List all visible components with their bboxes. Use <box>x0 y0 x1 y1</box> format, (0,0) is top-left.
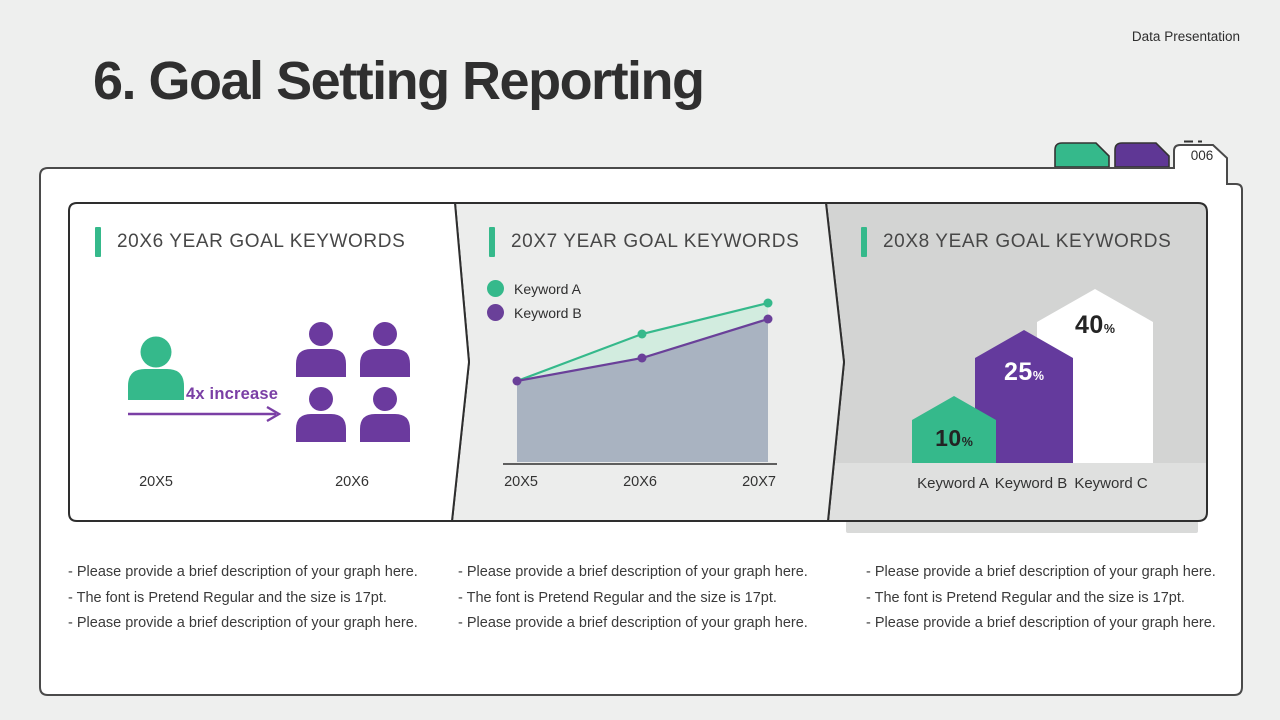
bar-label-keyword-c: Keyword C <box>1074 475 1148 492</box>
description-line: - Please provide a brief description of … <box>458 615 808 631</box>
description-line: - Please provide a brief description of … <box>458 564 808 580</box>
panel3-shadow <box>846 521 1198 533</box>
panel1-title-label: 20X6 YEAR GOAL KEYWORDS <box>117 231 406 252</box>
green-tab-icon <box>1054 142 1110 168</box>
panel2-title: 20X7 YEAR GOAL KEYWORDS <box>489 227 799 257</box>
bar-label-keyword-b: Keyword B <box>994 475 1068 492</box>
description-line: - Please provide a brief description of … <box>68 615 418 631</box>
panel1-title: 20X6 YEAR GOAL KEYWORDS <box>95 227 405 257</box>
legend-label-b: Keyword B <box>514 304 582 321</box>
legend-dot-green-icon <box>487 280 504 297</box>
legend-row-keyword-b: Keyword B <box>487 304 582 321</box>
pentagon-bars <box>912 289 1153 463</box>
panel3-title-label: 20X8 YEAR GOAL KEYWORDS <box>883 231 1172 252</box>
description-line: - The font is Pretend Regular and the si… <box>866 589 1185 606</box>
increase-arrow-icon <box>128 405 282 423</box>
bar-label-keyword-a: Keyword A <box>917 475 989 492</box>
area-chart <box>503 298 777 465</box>
bar-keyword-b <box>975 330 1073 463</box>
keyword-b-area <box>517 319 768 462</box>
description-column-2: - Please provide a brief description of … <box>458 564 858 641</box>
value-label-keyword-a: 10% <box>935 425 973 451</box>
increase-annotation: 4x increase <box>186 385 279 403</box>
accent-bar-icon <box>95 227 101 257</box>
accent-bar-icon <box>861 227 867 257</box>
description-column-3: - Please provide a brief description of … <box>866 564 1266 641</box>
panel1-after-label: 20X6 <box>335 474 369 490</box>
person-icon-purple-group <box>296 322 410 442</box>
x-tick-20x6: 20X6 <box>623 474 657 490</box>
page-number-tab: 006 <box>1190 148 1214 163</box>
panel3-title: 20X8 YEAR GOAL KEYWORDS <box>861 227 1171 257</box>
panel2-title-label: 20X7 YEAR GOAL KEYWORDS <box>511 231 800 252</box>
value-label-keyword-c: 40% <box>1075 311 1115 339</box>
value-label-keyword-b: 25% <box>1004 358 1044 386</box>
description-column-1: - Please provide a brief description of … <box>68 564 468 641</box>
page-title: 6. Goal Setting Reporting <box>93 51 705 111</box>
legend-row-keyword-a: Keyword A <box>487 280 582 297</box>
accent-bar-icon <box>489 227 495 257</box>
deck-label: Data Presentation <box>1131 29 1240 44</box>
description-line: - Please provide a brief description of … <box>866 615 1216 631</box>
panel3-label-strip <box>829 463 1207 521</box>
description-line: - Please provide a brief description of … <box>68 564 418 580</box>
legend-label-a: Keyword A <box>514 280 581 297</box>
legend-dot-purple-icon <box>487 304 504 321</box>
chart-legend: Keyword A Keyword B <box>487 280 582 321</box>
panel1-before-label: 20X5 <box>139 474 173 490</box>
person-icon-green <box>128 336 184 400</box>
description-line: - Please provide a brief description of … <box>866 564 1216 580</box>
bar-keyword-a <box>912 396 996 463</box>
x-tick-20x5: 20X5 <box>504 474 538 490</box>
purple-tab-icon <box>1114 142 1170 168</box>
description-line: - The font is Pretend Regular and the si… <box>68 589 387 606</box>
panel3-border <box>824 202 1208 522</box>
description-line: - The font is Pretend Regular and the si… <box>458 589 777 606</box>
x-tick-20x7: 20X7 <box>742 474 776 490</box>
keyword-a-band <box>517 303 768 381</box>
